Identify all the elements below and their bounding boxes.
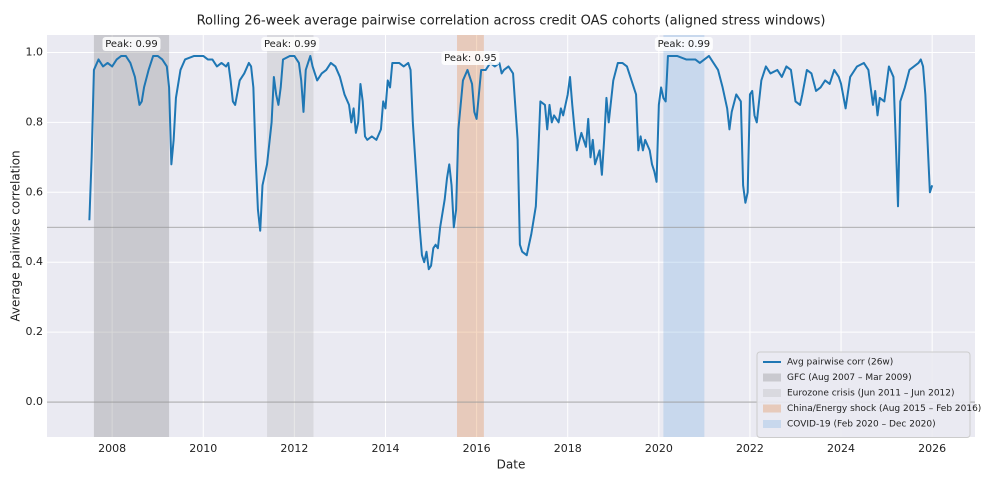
annotation-text: Peak: 0.99 bbox=[264, 39, 317, 50]
shaded-region bbox=[93, 35, 170, 437]
y-tick-label: 0.2 bbox=[26, 325, 44, 338]
annotation-text: Peak: 0.95 bbox=[444, 53, 497, 64]
x-tick-label: 2012 bbox=[280, 442, 308, 455]
y-tick-label: 0.4 bbox=[26, 255, 44, 268]
legend-swatch bbox=[763, 404, 781, 413]
chart-title: Rolling 26-week average pairwise correla… bbox=[197, 14, 826, 29]
data-line bbox=[88, 54, 934, 271]
annotation: Peak: 0.95 bbox=[441, 50, 500, 65]
x-tick-label: 2018 bbox=[554, 442, 582, 455]
y-tick-label: 0.8 bbox=[26, 115, 44, 128]
y-tick-label: 0.0 bbox=[26, 395, 44, 408]
legend-swatch bbox=[763, 373, 781, 382]
x-tick-label: 2014 bbox=[371, 442, 399, 455]
x-tick-label: 2024 bbox=[827, 442, 855, 455]
y-axis-label: Average pairwise correlation bbox=[9, 150, 23, 321]
legend-label: Eurozone crisis (Jun 2011 – Jun 2012) bbox=[787, 389, 955, 399]
legend-label: Avg pairwise corr (26w) bbox=[787, 358, 893, 368]
legend-swatch bbox=[763, 420, 781, 428]
legend-swatch bbox=[763, 389, 781, 397]
annotation: Peak: 0.99 bbox=[102, 36, 161, 51]
annotation-box bbox=[261, 36, 320, 51]
x-tick-label: 2008 bbox=[98, 442, 126, 455]
annotation: Peak: 0.99 bbox=[654, 36, 713, 51]
legend-label: COVID-19 (Feb 2020 – Dec 2020) bbox=[787, 420, 936, 430]
y-tick-label: 0.6 bbox=[26, 185, 44, 198]
x-tick-label: 2026 bbox=[918, 442, 946, 455]
legend-box bbox=[756, 351, 971, 438]
shaded-region bbox=[663, 35, 705, 437]
x-tick-label: 2020 bbox=[645, 442, 673, 455]
annotation-box bbox=[654, 36, 713, 51]
annotation-text: Peak: 0.99 bbox=[105, 39, 158, 50]
x-tick-label: 2022 bbox=[736, 442, 764, 455]
annotation-text: Peak: 0.99 bbox=[658, 39, 711, 50]
legend-label: GFC (Aug 2007 – Mar 2009) bbox=[787, 373, 912, 383]
legend-label: China/Energy shock (Aug 2015 – Feb 2016) bbox=[787, 404, 981, 414]
annotation-box bbox=[441, 50, 500, 65]
x-axis-label: Date bbox=[497, 458, 526, 472]
shaded-region bbox=[267, 35, 314, 437]
y-tick-label: 1.0 bbox=[26, 45, 44, 58]
x-tick-label: 2010 bbox=[189, 442, 217, 455]
x-tick-label: 2016 bbox=[463, 442, 491, 455]
annotation-box bbox=[102, 36, 161, 51]
annotation: Peak: 0.99 bbox=[261, 36, 320, 51]
